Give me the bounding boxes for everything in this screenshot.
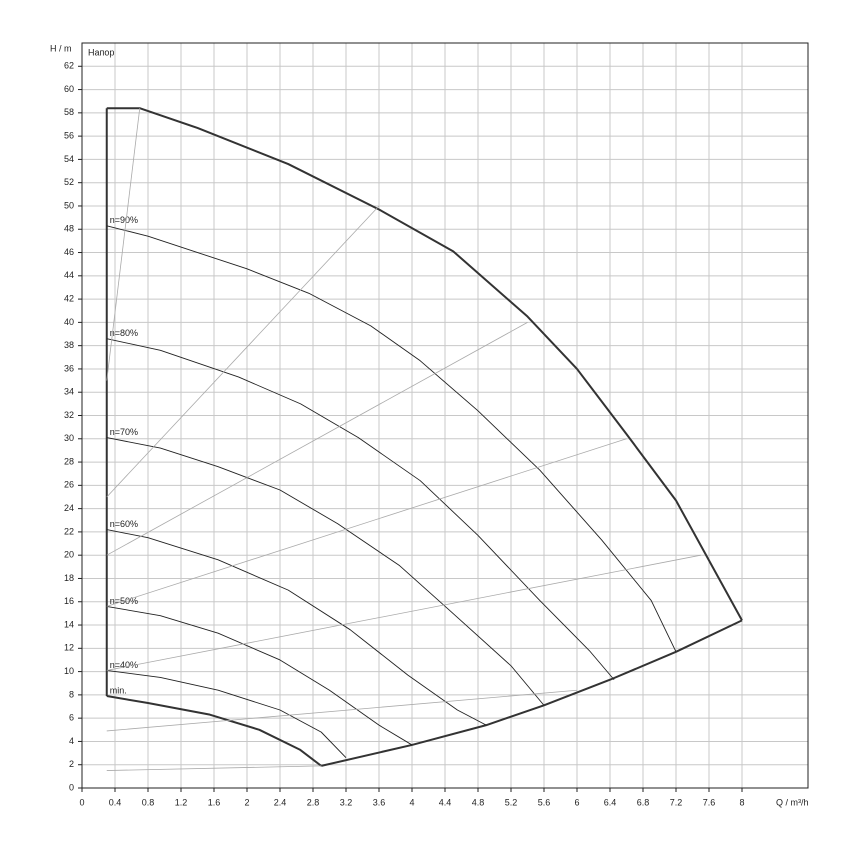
curve-label: n=80% bbox=[110, 328, 138, 338]
x-axis-label: Q / m³/h bbox=[776, 797, 809, 807]
y-tick-label: 28 bbox=[64, 456, 74, 466]
y-tick-label: 42 bbox=[64, 293, 74, 303]
curve bbox=[106, 108, 141, 381]
x-tick-label: 4 bbox=[409, 797, 414, 807]
y-tick-label: 30 bbox=[64, 433, 74, 443]
y-tick-label: 34 bbox=[64, 387, 74, 397]
curve bbox=[106, 338, 615, 681]
x-tick-label: 0 bbox=[79, 797, 84, 807]
x-tick-label: 4.4 bbox=[439, 797, 452, 807]
y-tick-label: 52 bbox=[64, 177, 74, 187]
y-tick-label: 40 bbox=[64, 317, 74, 327]
y-tick-label: 32 bbox=[64, 410, 74, 420]
curve bbox=[106, 554, 701, 671]
y-tick-label: 62 bbox=[64, 61, 74, 71]
curve bbox=[106, 322, 528, 556]
curve bbox=[106, 605, 413, 746]
curve-label: min. bbox=[110, 685, 127, 695]
curve bbox=[106, 437, 545, 706]
y-tick-label: 12 bbox=[64, 643, 74, 653]
y-tick-label: 26 bbox=[64, 480, 74, 490]
annotation: Напор bbox=[88, 47, 114, 57]
y-tick-label: 2 bbox=[69, 759, 74, 769]
x-tick-label: 0.4 bbox=[109, 797, 122, 807]
y-tick-label: 48 bbox=[64, 224, 74, 234]
curve bbox=[106, 669, 347, 759]
y-tick-label: 10 bbox=[64, 666, 74, 676]
curve bbox=[106, 225, 677, 653]
y-axis-label: H / m bbox=[50, 43, 72, 53]
curve-label: n=70% bbox=[110, 427, 138, 437]
curves: min.n=90%n=80%n=70%n=60%n=50%n=40% bbox=[105, 107, 743, 771]
y-tick-label: 18 bbox=[64, 573, 74, 583]
curve bbox=[106, 438, 627, 607]
x-tick-label: 5.6 bbox=[538, 797, 551, 807]
x-tick-label: 1.2 bbox=[175, 797, 188, 807]
y-tick-label: 4 bbox=[69, 736, 74, 746]
x-tick-label: 4.8 bbox=[472, 797, 485, 807]
y-tick-label: 22 bbox=[64, 526, 74, 536]
y-tick-label: 14 bbox=[64, 619, 74, 629]
x-tick-label: 6.8 bbox=[637, 797, 650, 807]
x-tick-label: 7.2 bbox=[670, 797, 683, 807]
curve bbox=[106, 107, 743, 621]
x-tick-label: 2.8 bbox=[307, 797, 320, 807]
x-tick-label: 6 bbox=[574, 797, 579, 807]
y-tick-label: 56 bbox=[64, 131, 74, 141]
x-tick-label: 2 bbox=[244, 797, 249, 807]
y-tick-label: 0 bbox=[69, 782, 74, 792]
x-tick-label: 3.2 bbox=[340, 797, 353, 807]
x-tick-label: 0.8 bbox=[142, 797, 155, 807]
x-tick-label: 3.6 bbox=[373, 797, 386, 807]
y-tick-label: 50 bbox=[64, 200, 74, 210]
y-tick-label: 36 bbox=[64, 363, 74, 373]
x-tick-label: 6.4 bbox=[604, 797, 617, 807]
curve bbox=[106, 529, 487, 726]
y-tick-label: 8 bbox=[69, 689, 74, 699]
y-tick-label: 16 bbox=[64, 596, 74, 606]
curve-label: n=60% bbox=[110, 519, 138, 529]
y-tick-label: 24 bbox=[64, 503, 74, 513]
x-tick-label: 8 bbox=[739, 797, 744, 807]
curve bbox=[106, 205, 380, 498]
y-tick-label: 54 bbox=[64, 154, 74, 164]
curve-label: n=90% bbox=[110, 215, 138, 225]
x-tick-label: 7.6 bbox=[703, 797, 716, 807]
y-tick-label: 20 bbox=[64, 550, 74, 560]
y-tick-label: 44 bbox=[64, 270, 74, 280]
x-tick-label: 2.4 bbox=[274, 797, 287, 807]
curve bbox=[106, 695, 322, 767]
y-tick-label: 46 bbox=[64, 247, 74, 257]
y-tick-label: 38 bbox=[64, 340, 74, 350]
y-tick-label: 58 bbox=[64, 107, 74, 117]
x-tick-label: 1.6 bbox=[208, 797, 221, 807]
y-tick-label: 6 bbox=[69, 713, 74, 723]
grid bbox=[81, 43, 808, 789]
y-tick-label: 60 bbox=[64, 84, 74, 94]
curve bbox=[106, 689, 578, 732]
curve bbox=[106, 765, 322, 771]
x-tick-label: 5.2 bbox=[505, 797, 518, 807]
curve-label: n=40% bbox=[110, 660, 138, 670]
